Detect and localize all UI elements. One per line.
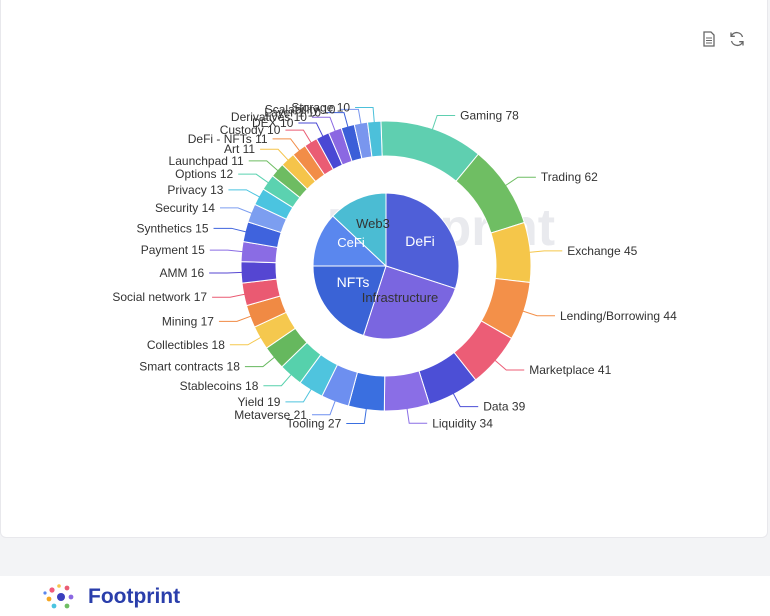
footprint-logo-icon bbox=[43, 584, 74, 609]
leader-line bbox=[212, 293, 248, 298]
leader-line bbox=[219, 207, 255, 215]
brand[interactable]: Footprint bbox=[40, 582, 180, 612]
leader-line bbox=[406, 405, 428, 424]
leader-line bbox=[326, 112, 350, 131]
leader-line bbox=[451, 390, 479, 408]
leader-line bbox=[340, 108, 363, 128]
leader-line bbox=[238, 173, 272, 185]
footer: Footprint bbox=[0, 576, 770, 616]
slice-label: Synthetics 15 bbox=[136, 221, 208, 235]
inner-slice-nfts[interactable] bbox=[312, 265, 387, 337]
slice-label: Social network 17 bbox=[112, 290, 207, 304]
slice-label: Metaverse 21 bbox=[234, 408, 307, 422]
slice-label: AMM 16 bbox=[159, 266, 204, 280]
refresh-icon bbox=[730, 31, 744, 47]
slice-label: Liquidity 34 bbox=[432, 416, 493, 430]
outer-slice-storage[interactable] bbox=[366, 120, 383, 158]
leader-line bbox=[218, 314, 254, 322]
leader-line bbox=[260, 148, 291, 163]
slice-label: Derivatives 10 bbox=[231, 110, 307, 124]
slice-label: Custody 10 bbox=[220, 123, 281, 137]
slice-label: Options 12 bbox=[175, 167, 233, 181]
slice-label: Tooling 27 bbox=[287, 417, 342, 431]
inner-label-infrastructure: Infrastructure bbox=[362, 290, 439, 305]
outer-slice-exchange[interactable] bbox=[490, 221, 532, 284]
slice-label: Launchpad 11 bbox=[169, 154, 245, 168]
leader-line bbox=[244, 354, 278, 368]
slice-label: Scalability 10 bbox=[265, 102, 336, 116]
slice-label: Exchange 45 bbox=[567, 244, 637, 258]
slice-label: Stablecoins 18 bbox=[180, 379, 259, 393]
leader-line bbox=[519, 309, 556, 317]
outer-slice-amm[interactable] bbox=[240, 261, 278, 284]
chart-toolbar bbox=[699, 29, 747, 49]
leader-line bbox=[285, 386, 314, 403]
leader-line bbox=[502, 176, 536, 188]
leader-line bbox=[248, 160, 281, 174]
slice-label: Privacy 13 bbox=[167, 183, 223, 197]
slice-label: Storage 10 bbox=[291, 101, 350, 115]
leader-line bbox=[298, 122, 325, 140]
slice-label: Security 14 bbox=[155, 201, 215, 215]
leader-line bbox=[430, 114, 456, 133]
leader-line bbox=[228, 189, 263, 199]
inner-slice-web3[interactable] bbox=[332, 192, 387, 268]
inner-label-cefi: CeFi bbox=[337, 235, 365, 250]
slice-label: Smart contracts 18 bbox=[139, 360, 240, 374]
leader-line bbox=[209, 249, 246, 253]
leader-line bbox=[229, 335, 264, 346]
document-icon bbox=[703, 31, 715, 47]
brand-name: Footprint bbox=[88, 585, 181, 608]
slice-label: Art 11 bbox=[224, 142, 255, 156]
inner-label-web3: Web3 bbox=[356, 216, 390, 231]
inner-slice-infrastructure[interactable] bbox=[362, 265, 457, 340]
slice-label: Trading 62 bbox=[541, 170, 598, 184]
leader-line bbox=[492, 357, 525, 371]
slice-label: DEX 10 bbox=[252, 116, 294, 130]
slice-label: Gaming 78 bbox=[460, 108, 519, 122]
leader-line bbox=[355, 107, 376, 126]
inner-slice-defi[interactable] bbox=[385, 192, 460, 290]
data-view-button[interactable] bbox=[699, 29, 719, 49]
slice-label: Layer 1 10 bbox=[264, 106, 321, 120]
leader-line bbox=[209, 271, 246, 274]
slice-label: Yield 19 bbox=[238, 395, 281, 409]
slice-label: Collectibles 18 bbox=[147, 338, 225, 352]
slice-label: Lending/Borrowing 44 bbox=[560, 309, 677, 323]
slice-label: Mining 17 bbox=[162, 314, 214, 328]
leader-line bbox=[311, 116, 337, 135]
leader-line bbox=[526, 250, 563, 254]
leader-line bbox=[285, 129, 314, 146]
leader-line bbox=[263, 371, 294, 387]
leader-line bbox=[346, 405, 368, 425]
slice-label: DeFi - NFTs 11 bbox=[188, 132, 268, 146]
inner-label-defi: DeFi bbox=[405, 233, 435, 249]
slice-label: Data 39 bbox=[483, 400, 525, 414]
leader-line bbox=[311, 397, 337, 416]
slice-label: Payment 15 bbox=[141, 243, 205, 257]
inner-label-nfts: NFTs bbox=[337, 274, 370, 290]
leader-line bbox=[272, 138, 302, 154]
slice-label: Marketplace 41 bbox=[529, 363, 611, 377]
refresh-button[interactable] bbox=[727, 29, 747, 49]
leader-line bbox=[213, 227, 250, 234]
